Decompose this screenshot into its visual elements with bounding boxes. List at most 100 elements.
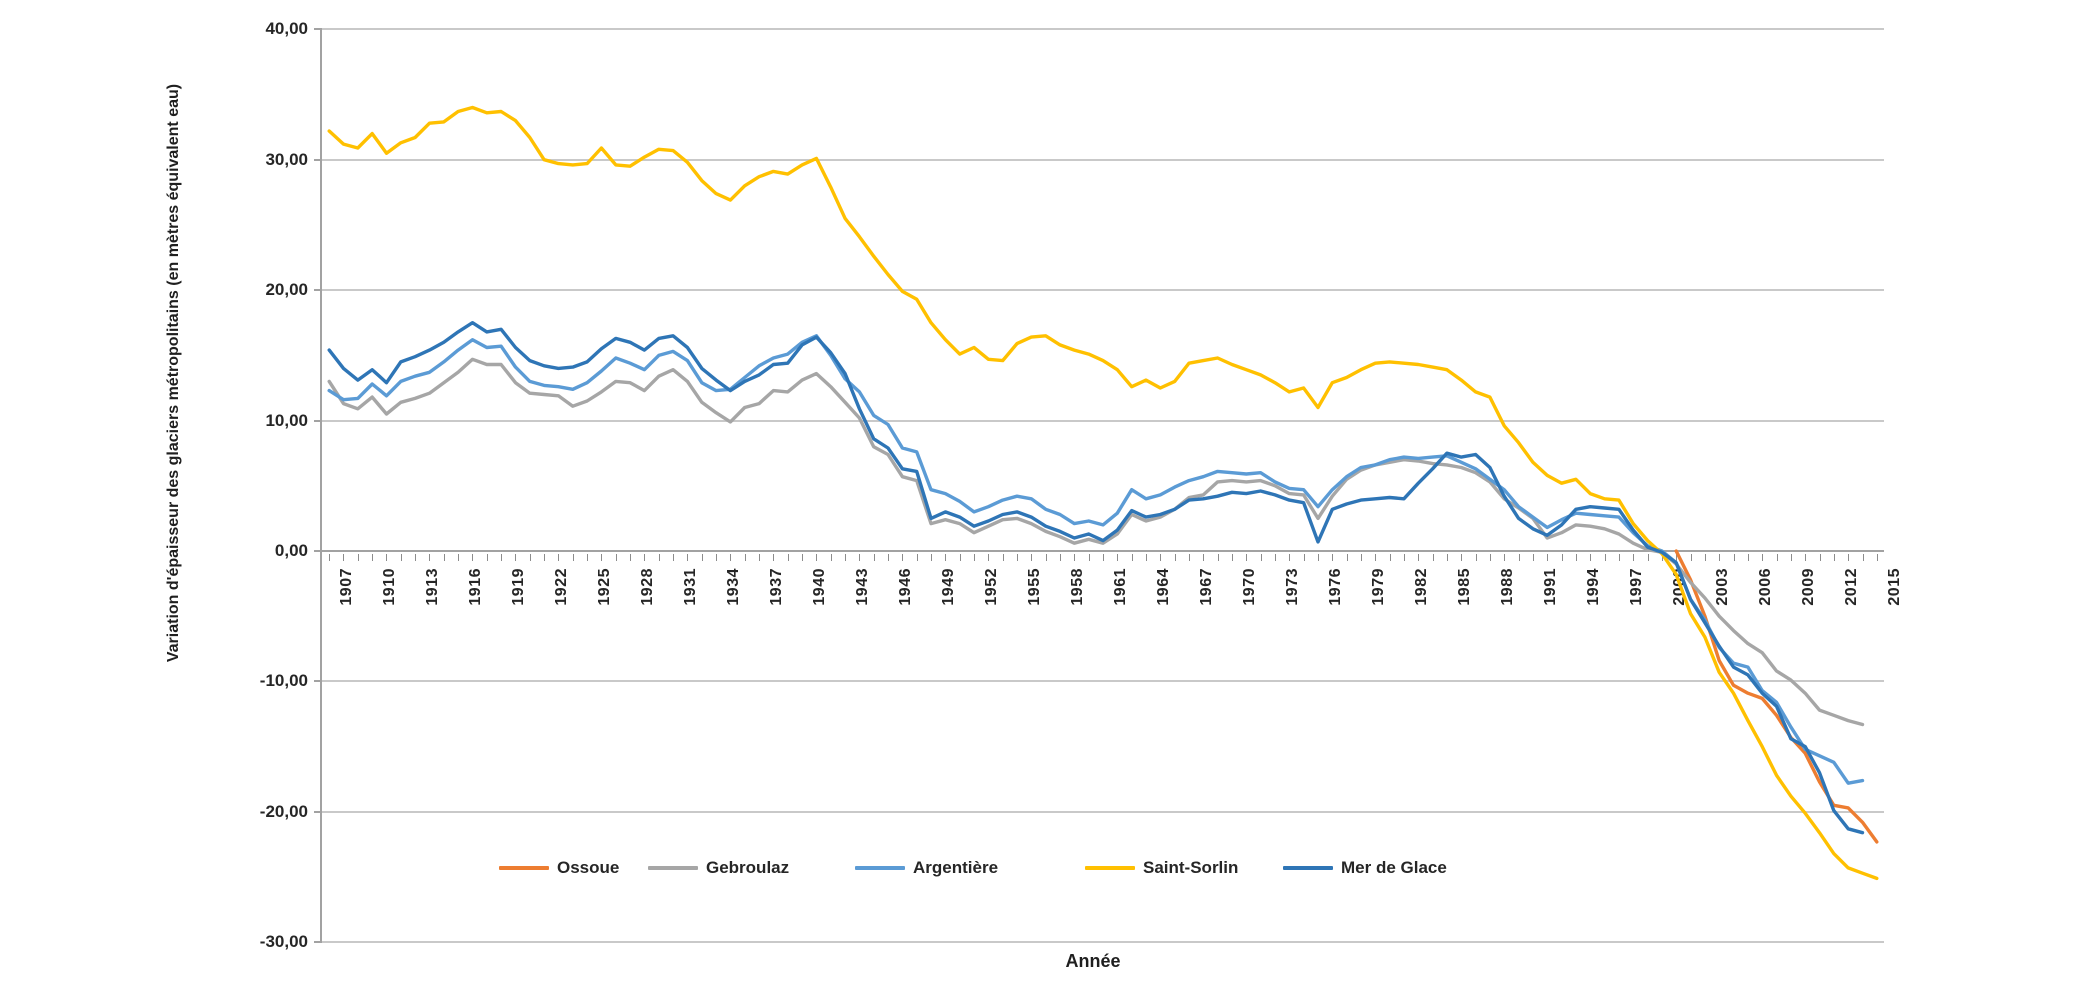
year-tick — [1002, 554, 1004, 561]
year-tick — [1389, 554, 1391, 561]
year-tick — [988, 554, 990, 561]
year-tick — [974, 554, 976, 561]
year-tick — [1332, 554, 1334, 561]
year-tick — [873, 554, 875, 561]
legend-label: Gebroulaz — [706, 858, 790, 877]
year-tick — [744, 554, 746, 561]
year-tick — [1762, 554, 1764, 561]
gridline — [322, 419, 1884, 422]
x-axis-title: Année — [1065, 951, 1121, 971]
year-tick — [644, 554, 646, 561]
year-tick — [429, 554, 431, 561]
year-tick — [1647, 554, 1649, 561]
year-tick — [1547, 554, 1549, 561]
year-tick — [329, 554, 331, 561]
series-line-mer-de-glace — [327, 321, 1865, 835]
y-tick-label: -10,00 — [259, 671, 308, 691]
year-tick — [759, 554, 761, 561]
year-tick — [687, 554, 689, 561]
year-tick — [658, 554, 660, 561]
year-tick — [400, 554, 402, 561]
y-axis-tick — [314, 289, 322, 292]
year-tick — [386, 554, 388, 561]
year-tick — [1203, 554, 1205, 561]
gridline — [322, 810, 1884, 813]
year-tick — [1360, 554, 1362, 561]
year-tick — [1375, 554, 1377, 561]
year-tick — [1188, 554, 1190, 561]
year-tick — [1790, 554, 1792, 561]
year-tick — [1117, 554, 1119, 561]
gridline — [322, 158, 1884, 161]
year-tick — [1719, 554, 1721, 561]
year-tick — [1461, 554, 1463, 561]
year-tick — [501, 554, 503, 561]
year-tick — [1088, 554, 1090, 561]
year-tick — [1833, 554, 1835, 561]
year-tick — [1489, 554, 1491, 561]
year-tick — [1060, 554, 1061, 561]
y-tick-label: -20,00 — [259, 801, 308, 821]
series-line-argentière — [327, 334, 1865, 785]
year-tick — [558, 554, 560, 561]
year-tick — [601, 554, 603, 561]
year-tick — [615, 554, 617, 561]
year-tick — [1633, 554, 1635, 561]
year-tick — [830, 554, 832, 561]
year-tick — [1747, 554, 1749, 561]
gridline — [322, 289, 1884, 292]
year-tick — [1403, 554, 1405, 561]
year-tick — [916, 554, 918, 561]
legend-item: Ossoue — [499, 856, 619, 880]
year-tick — [1131, 554, 1133, 561]
legend-swatch — [648, 866, 698, 870]
y-tick-label: -30,00 — [259, 932, 308, 952]
legend-item: Mer de Glace — [1283, 856, 1447, 880]
year-tick — [1504, 554, 1506, 561]
y-axis-tick — [314, 680, 322, 683]
year-tick — [1145, 554, 1147, 561]
year-tick — [1246, 554, 1248, 561]
year-tick — [1805, 554, 1807, 561]
year-tick — [1260, 554, 1262, 561]
year-tick — [945, 554, 947, 561]
y-tick-label: 30,00 — [265, 149, 308, 169]
year-tick — [1045, 554, 1047, 561]
legend-item: Gebroulaz — [648, 856, 789, 880]
year-tick — [343, 554, 345, 561]
year-tick — [1217, 554, 1219, 561]
year-tick — [902, 554, 904, 561]
y-tick-label: 40,00 — [265, 19, 308, 39]
year-tick — [443, 554, 445, 561]
year-tick — [1661, 554, 1663, 561]
legend-item: Saint-Sorlin — [1085, 856, 1238, 880]
year-tick — [931, 554, 933, 561]
year-tick — [1618, 554, 1620, 561]
y-axis-tick — [314, 941, 322, 944]
legend-swatch — [855, 866, 905, 870]
y-axis-line — [320, 29, 322, 943]
year-tick — [1575, 554, 1577, 561]
legend-swatch — [1283, 866, 1333, 870]
legend-swatch — [499, 866, 549, 870]
year-tick — [1704, 554, 1706, 561]
year-tick — [1876, 554, 1878, 561]
year-tick — [1031, 554, 1033, 561]
year-tick — [959, 554, 961, 561]
year-tick — [773, 554, 775, 561]
year-tick — [1074, 554, 1076, 561]
year-tick — [1604, 554, 1606, 561]
year-tick — [1475, 554, 1477, 561]
year-tick — [1446, 554, 1448, 561]
year-tick — [1103, 554, 1104, 561]
year-tick — [802, 554, 804, 561]
year-tick — [673, 554, 675, 561]
year-tick — [1418, 554, 1420, 561]
legend-label: Mer de Glace — [1341, 858, 1447, 877]
gridline — [322, 680, 1884, 683]
year-tick — [515, 554, 517, 561]
legend-label: Ossoue — [557, 858, 620, 877]
year-tick — [1862, 554, 1864, 561]
